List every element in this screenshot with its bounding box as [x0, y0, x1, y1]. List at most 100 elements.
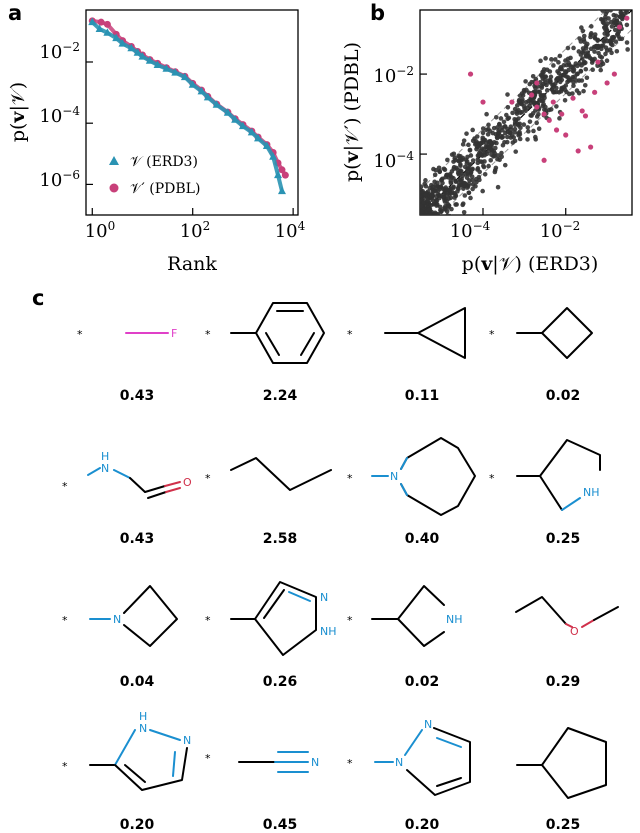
erd3-pdbl-point	[475, 157, 481, 162]
erd3-pdbl-point	[578, 68, 584, 74]
erd3-pdbl-point	[468, 153, 474, 158]
fragment-value: 0.43	[120, 531, 155, 547]
legend-pdbl: 𝒱′ (PDBL)	[130, 181, 200, 197]
legend-circle-marker	[109, 183, 119, 193]
erd3-pdbl-point	[434, 198, 440, 203]
erd3-pdbl-point	[567, 78, 573, 83]
erd3-pdbl-point	[537, 89, 542, 95]
erd3-pdbl-point	[484, 111, 489, 117]
erd3-pdbl-point	[422, 221, 427, 226]
attachment-star: *	[62, 614, 68, 627]
erd3-pdbl-point	[506, 115, 512, 121]
erd3-pdbl-point	[557, 53, 563, 59]
erd3-pdbl-point	[578, 39, 584, 44]
erd3-pdbl-point	[445, 157, 450, 163]
double-bond	[436, 737, 462, 748]
erd3-pdbl-point	[538, 58, 543, 64]
erd3-pdbl-point	[585, 54, 591, 59]
fragment-5: * H N O 0.43	[62, 450, 192, 547]
erd3-pdbl-point	[486, 163, 491, 169]
erd3-pdbl-point	[589, 31, 594, 36]
erd3-pdbl-point	[571, 83, 576, 89]
erd3-pdbl-point	[440, 176, 445, 182]
pdbl-point	[97, 18, 105, 26]
erd3-pdbl-point	[461, 138, 467, 143]
erd3-pdbl-point	[419, 225, 424, 230]
atom-label-nh: NH	[320, 625, 337, 638]
erd3-point	[112, 33, 121, 42]
panel-label-a: a	[8, 1, 22, 25]
erd3-pdbl-point	[425, 213, 431, 215]
double-bond-n	[288, 591, 311, 602]
erd3-pdbl-point	[445, 217, 450, 222]
erd3-pdbl-point	[421, 216, 426, 221]
outlier-point	[509, 99, 515, 105]
erd3-pdbl-point	[534, 114, 540, 119]
erd3-pdbl-point	[541, 67, 547, 72]
b-y-tick-label-1: 10−4	[373, 149, 414, 172]
attachment-star: *	[62, 480, 68, 493]
attachment-star: *	[205, 752, 211, 765]
erd3-pdbl-point	[422, 224, 427, 229]
atom-label-fluorine: F	[171, 327, 177, 340]
erd3-pdbl-point	[442, 206, 447, 211]
erd3-pdbl-point	[597, 10, 601, 11]
fragment-value: 2.58	[263, 531, 298, 547]
erd3-pdbl-point	[468, 195, 473, 201]
erd3-pdbl-point	[464, 183, 469, 188]
erd3-pdbl-point	[483, 140, 489, 146]
erd3-pdbl-point	[422, 226, 427, 231]
erd3-pdbl-point	[512, 116, 517, 122]
erd3-pdbl-point	[540, 76, 546, 81]
erd3-point	[238, 121, 247, 130]
erd3-point	[231, 115, 240, 123]
erd3-pdbl-point	[499, 125, 504, 130]
erd3-pdbl-point	[501, 119, 507, 125]
erd3-pdbl-point	[516, 131, 521, 136]
pdbl-point	[103, 20, 111, 28]
attachment-star: *	[205, 328, 211, 341]
outlier-point	[529, 92, 535, 98]
erd3-pdbl-point	[499, 154, 504, 160]
erd3-point	[274, 170, 283, 179]
erd3-point	[188, 80, 197, 88]
fragment-value: 0.40	[405, 531, 440, 547]
erd3-pdbl-point	[492, 169, 498, 175]
erd3-pdbl-point	[617, 14, 623, 19]
azetidine-ring	[397, 618, 445, 647]
erd3-pdbl-point	[529, 113, 534, 118]
bond	[129, 477, 146, 493]
erd3-pdbl-point	[502, 162, 508, 168]
outlier-point	[611, 71, 617, 77]
x-tick-label-1: 100	[85, 219, 116, 242]
erd3-pdbl-point	[487, 139, 493, 145]
erd3-pdbl-point	[473, 183, 478, 189]
erd3-pdbl-point	[549, 57, 554, 62]
erd3-pdbl-point	[516, 99, 522, 104]
erd3-pdbl-point	[567, 62, 572, 68]
erd3-point	[103, 28, 112, 36]
comparison-plot-series	[419, 10, 630, 241]
legend-erd3: 𝒱 (ERD3)	[130, 154, 198, 170]
erd3-pdbl-point	[574, 71, 580, 77]
erd3-pdbl-point	[543, 104, 548, 110]
bond	[539, 475, 563, 511]
bond-n	[561, 497, 581, 511]
erd3-pdbl-point	[419, 236, 424, 241]
erd3-pdbl-point	[495, 184, 501, 190]
erd3-pdbl-point	[419, 223, 424, 228]
b-x-tick-label-2: 10−2	[540, 219, 581, 242]
erd3-pdbl-point	[554, 89, 559, 95]
ether-chain	[515, 596, 567, 625]
erd3-pdbl-point	[517, 121, 522, 127]
erd3-pdbl-point	[508, 124, 514, 130]
y-tick-label-3: 10−2	[39, 40, 80, 63]
erd3-pdbl-point	[432, 179, 437, 185]
atom-label-n: N	[320, 591, 328, 604]
propyl-chain	[230, 457, 332, 491]
erd3-pdbl-point	[419, 222, 424, 227]
erd3-pdbl-point	[485, 132, 491, 137]
outlier-point	[534, 104, 540, 110]
erd3-pdbl-point	[604, 48, 610, 53]
fragment-grid: * F 0.43 * 2.24 * 0.11 * 0.02	[62, 302, 619, 833]
